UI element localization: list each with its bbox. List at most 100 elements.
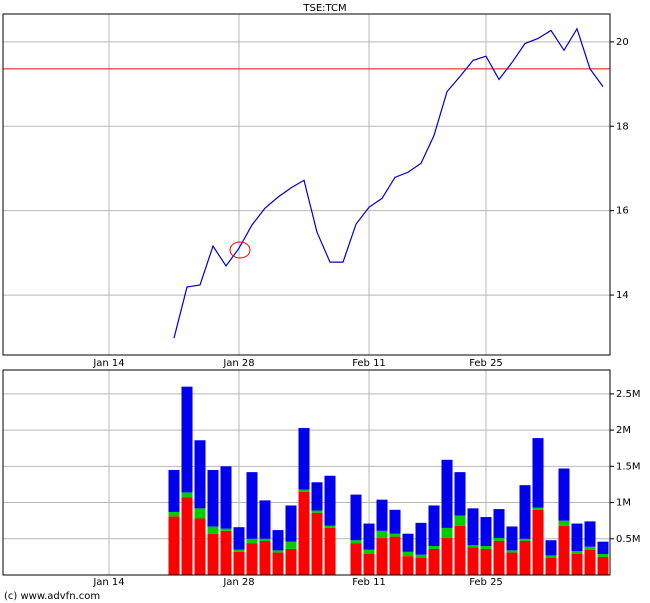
volume-bar [428, 505, 440, 547]
x-tick-label: Jan 14 [92, 577, 124, 588]
volume-bar [532, 507, 544, 510]
volume-bar [207, 533, 219, 575]
volume-bar [506, 550, 518, 553]
volume-bar [298, 491, 310, 575]
volume-bar [571, 551, 583, 554]
volume-bar [272, 530, 284, 551]
volume-bar [467, 545, 479, 548]
volume-bar [467, 508, 479, 546]
volume-bar [480, 548, 492, 575]
volume-bar [168, 516, 180, 575]
volume-bar [519, 485, 531, 539]
volume-bar [181, 386, 193, 493]
volume-bar [558, 468, 570, 521]
volume-bar [311, 482, 323, 511]
volume-bar [246, 543, 258, 575]
volume-bar [584, 521, 596, 547]
volume-bar [597, 553, 609, 557]
volume-bar [194, 518, 206, 575]
volume-bar [545, 557, 557, 575]
volume-bar [246, 538, 258, 544]
y-tick-label: 0.5M [616, 534, 641, 545]
volume-bar [428, 546, 440, 549]
volume-bar [428, 548, 440, 575]
volume-bar [389, 533, 401, 537]
volume-bar [506, 526, 518, 551]
volume-bar [415, 554, 427, 558]
x-tick-label: Feb 11 [352, 358, 386, 369]
price-line [173, 27, 604, 339]
volume-bar [363, 523, 375, 550]
volume-bar [597, 556, 609, 575]
volume-bar [220, 528, 232, 531]
volume-bar [441, 538, 453, 575]
volume-bar [454, 525, 466, 575]
x-tick-label: Feb 11 [352, 577, 386, 588]
volume-bar [584, 546, 596, 550]
x-tick-label: Feb 25 [469, 358, 503, 369]
volume-bar [597, 541, 609, 554]
volume-bar [363, 553, 375, 575]
volume-bar [233, 551, 245, 575]
volume-bar [324, 475, 336, 526]
plot-area [3, 14, 610, 355]
volume-bar [415, 557, 427, 575]
volume-bar [493, 538, 505, 541]
volume-bar [571, 523, 583, 552]
volume-bar [389, 536, 401, 575]
volume-bar [532, 438, 544, 508]
volume-bar [272, 552, 284, 575]
volume-bar [233, 549, 245, 552]
plot-frame [2, 13, 611, 356]
footer: (c) www.advfn.com [4, 591, 100, 602]
y-tick-label: 14 [616, 290, 629, 301]
volume-bar [350, 540, 362, 544]
y-tick-label: 2M [616, 425, 631, 436]
volume-bar [454, 515, 466, 526]
y-tick-label: 16 [616, 206, 629, 217]
highlight-circle [229, 241, 251, 259]
volume-bar [233, 527, 245, 550]
volume-bar [584, 549, 596, 575]
volume-bar [324, 525, 336, 528]
volume-bar [506, 552, 518, 575]
volume-bar [441, 527, 453, 539]
y-tick-label: 2.5M [616, 389, 641, 400]
volume-bar [480, 517, 492, 547]
volume-bar [545, 540, 557, 556]
volume-bar [246, 472, 258, 539]
volume-bar [194, 508, 206, 519]
x-tick-label: Feb 25 [469, 577, 503, 588]
volume-bar [285, 548, 297, 575]
volume-bar [402, 556, 414, 575]
volume-bar [467, 547, 479, 575]
volume-bar [259, 500, 271, 539]
volume-bar [493, 540, 505, 575]
volume-bar [285, 505, 297, 542]
volume-bar [454, 472, 466, 516]
y-tick-label: 1M [616, 498, 631, 509]
volume-bar [376, 538, 388, 575]
volume-bar [350, 494, 362, 541]
volume-bar [181, 492, 193, 498]
volume-bar [519, 538, 531, 541]
volume-bar [285, 541, 297, 549]
plot-frame [2, 369, 611, 576]
y-tick-label: 1.5M [616, 461, 641, 472]
volume-bar [168, 469, 180, 512]
volume-bar [363, 549, 375, 554]
x-tick-label: Jan 14 [92, 358, 124, 369]
volume-bar [493, 509, 505, 539]
volume-bar [402, 551, 414, 557]
volume-bar [311, 510, 323, 513]
volume-bar [558, 520, 570, 526]
volume-bar [324, 527, 336, 575]
y-tick-label: 20 [616, 37, 629, 48]
volume-bar [402, 533, 414, 552]
volume-bar [220, 466, 232, 529]
volume-bar [181, 497, 193, 575]
volume-bar [350, 543, 362, 575]
volume-bar [415, 522, 427, 555]
